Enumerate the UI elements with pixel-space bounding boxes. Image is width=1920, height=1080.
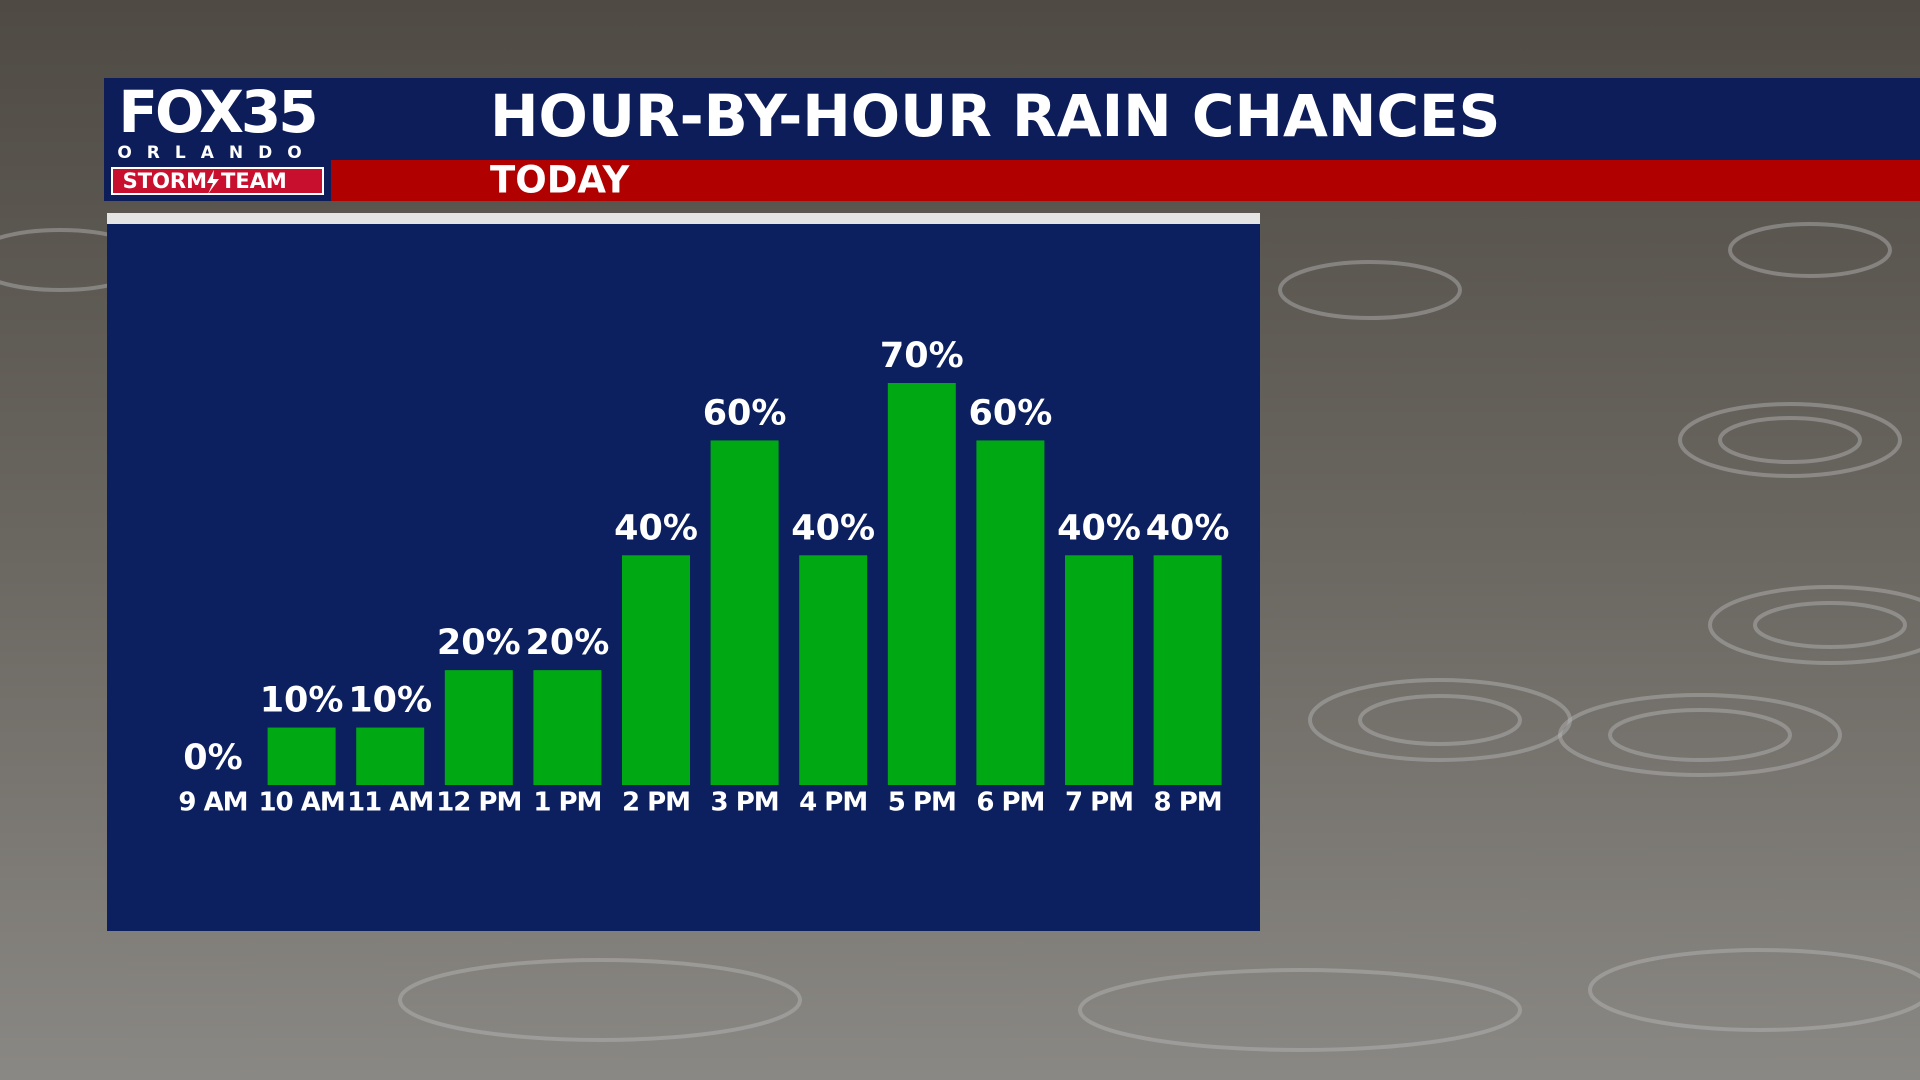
bar [799, 555, 868, 785]
bar [267, 727, 336, 785]
x-tick-label: 8 PM [1154, 788, 1222, 818]
logo-city: ORLANDO [117, 143, 316, 163]
value-label: 20% [526, 623, 610, 663]
chart-subtitle: TODAY [490, 159, 630, 202]
header-bar [331, 78, 1920, 160]
x-tick-label: 1 PM [533, 788, 601, 818]
value-label: 40% [614, 508, 698, 548]
bar [622, 555, 690, 785]
bar [533, 670, 602, 785]
x-tick-label: 10 AM [258, 788, 344, 818]
logo-team-left: STORM [123, 169, 207, 193]
bar [710, 440, 779, 785]
panel-stripe [107, 213, 1260, 224]
x-tick-label: 6 PM [976, 788, 1044, 818]
value-label: 10% [260, 681, 344, 721]
logo-bolt [207, 170, 219, 194]
value-label: 40% [791, 508, 875, 548]
x-tick-label: 7 PM [1065, 788, 1133, 818]
value-label: 0% [183, 738, 242, 778]
bar [1065, 555, 1133, 785]
x-tick-label: 4 PM [799, 788, 867, 818]
x-tick-label: 9 AM [178, 788, 247, 818]
value-label: 20% [437, 623, 521, 663]
bar [444, 670, 513, 785]
x-tick-label: 5 PM [888, 788, 956, 818]
ripples [0, 222, 1920, 1052]
x-tick-label: 12 PM [436, 788, 521, 818]
bar [356, 727, 425, 785]
bar [1153, 555, 1222, 785]
x-tick-label: 3 PM [711, 788, 779, 818]
x-tick-label: 11 AM [347, 788, 433, 818]
logo-team-right: TEAM [221, 169, 287, 193]
value-label: 10% [348, 681, 432, 721]
subheader-bar [331, 160, 1920, 201]
value-label: 40% [1146, 508, 1230, 548]
bar [887, 383, 956, 785]
value-label: 60% [703, 393, 787, 433]
logo-name: FOX35 [118, 78, 315, 146]
bar [976, 440, 1045, 785]
value-label: 70% [880, 336, 964, 376]
x-tick-label: 2 PM [622, 788, 690, 818]
value-label: 40% [1057, 508, 1141, 548]
value-label: 60% [969, 393, 1053, 433]
chart-title: HOUR-BY-HOUR RAIN CHANCES [490, 82, 1500, 150]
